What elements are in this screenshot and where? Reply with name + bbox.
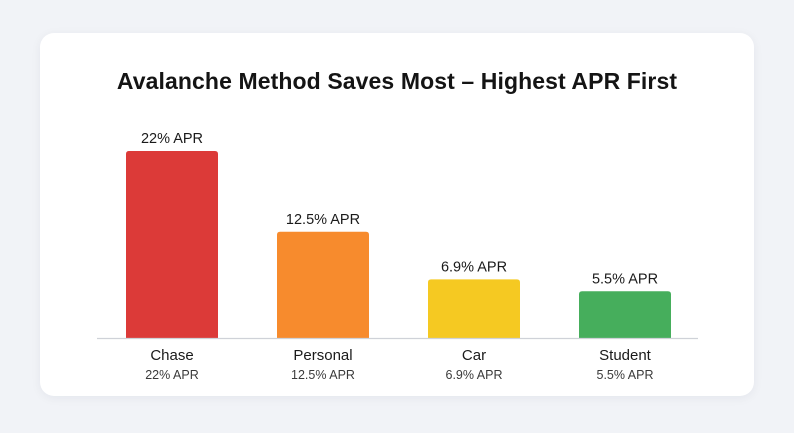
category-label: Student: [599, 347, 652, 364]
category-sublabel: 22% APR: [145, 368, 199, 382]
category-label: Chase: [150, 347, 193, 364]
bar-car: [428, 279, 520, 338]
bar-chase: [126, 151, 218, 338]
category-sublabel: 5.5% APR: [597, 368, 654, 382]
data-label: 5.5% APR: [592, 271, 658, 287]
chart-card: Avalanche Method Saves Most – Highest AP…: [40, 33, 754, 396]
category-sublabel: 12.5% APR: [291, 368, 355, 382]
bar-chart: 22% APR Chase 22% APR 12.5% APR Personal 12.5…: [97, 131, 698, 382]
data-label: 22% APR: [141, 131, 203, 147]
data-label: 12.5% APR: [286, 212, 360, 228]
category-label: Personal: [293, 347, 352, 364]
bar-personal: [277, 231, 369, 338]
category-sublabel: 6.9% APR: [446, 368, 503, 382]
category-label: Car: [462, 347, 486, 364]
chart-title: Avalanche Method Saves Most – Highest AP…: [116, 68, 678, 94]
data-label: 6.9% APR: [441, 259, 507, 275]
bar-student: [579, 291, 671, 338]
